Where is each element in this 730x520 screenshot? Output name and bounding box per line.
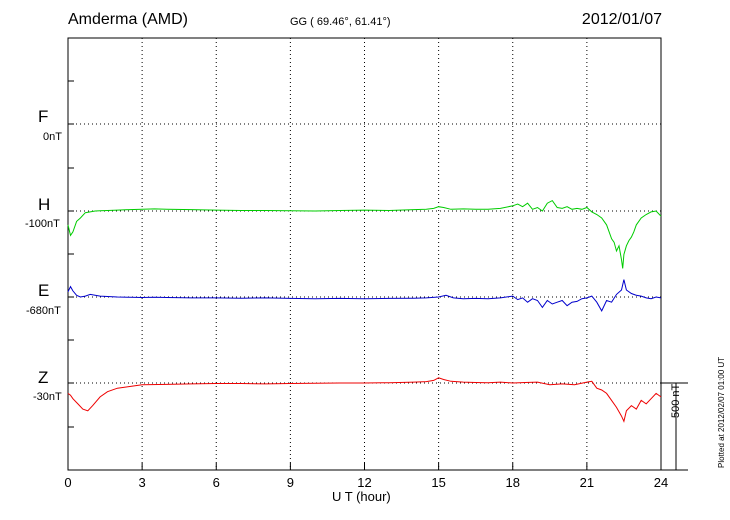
- component-label-h: H: [38, 195, 51, 214]
- x-tick-label-15: 15: [431, 475, 445, 490]
- x-tick-label-12: 12: [357, 475, 371, 490]
- x-tick-label-0: 0: [64, 475, 71, 490]
- component-label-z: Z: [38, 368, 49, 387]
- baseline-label-f: 0nT: [43, 131, 62, 143]
- series-line-e: [67, 279, 662, 312]
- x-tick-label-9: 9: [287, 475, 294, 490]
- x-axis-ticks: 0 3 6 9 12 15 18 21 24: [64, 463, 668, 490]
- geographic-coordinates: GG ( 69.46°, 61.41°): [290, 16, 391, 28]
- x-tick-label-6: 6: [213, 475, 220, 490]
- x-tick-label-3: 3: [139, 475, 146, 490]
- station-title: Amderma (AMD): [68, 11, 189, 28]
- series-line-h: [67, 199, 662, 269]
- scale-bar: [661, 382, 688, 471]
- scale-bar-label: 500 nT: [670, 383, 682, 418]
- data-series: [67, 199, 662, 423]
- series-line-z: [67, 377, 662, 423]
- baseline-label-z: -30nT: [33, 391, 62, 403]
- baseline-label-e: -680nT: [26, 305, 61, 317]
- x-tick-label-24: 24: [654, 475, 668, 490]
- plot-date: 2012/01/07: [581, 11, 662, 28]
- x-tick-label-21: 21: [580, 475, 594, 490]
- x-tick-label-18: 18: [506, 475, 520, 490]
- component-label-f: F: [38, 107, 49, 126]
- baseline-label-h: -100nT: [25, 218, 60, 230]
- plotted-timestamp: Plotted at 2012/02/07 01:00 UT: [717, 356, 726, 468]
- grid-lines: [68, 38, 661, 470]
- component-label-e: E: [38, 281, 50, 300]
